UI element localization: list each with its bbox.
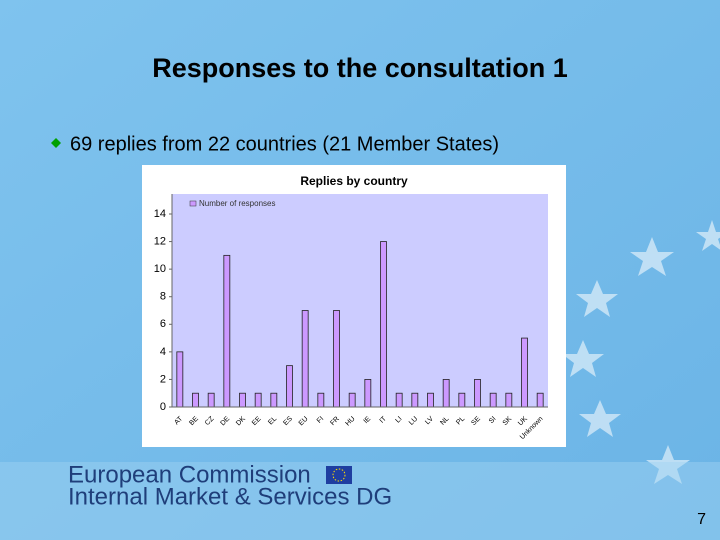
slide-title: Responses to the consultation 1 (152, 53, 568, 83)
x-tick-label: EE (251, 415, 263, 427)
chart-title: Replies by country (300, 174, 408, 188)
bar (380, 241, 387, 408)
x-tick-label: PL (455, 415, 466, 426)
bar (489, 392, 497, 408)
x-tick-label: LI (394, 415, 403, 424)
legend-label: Number of responses (199, 199, 275, 208)
bar (270, 392, 278, 408)
y-tick-label: 14 (154, 208, 166, 220)
bar (223, 254, 231, 408)
y-tick-label: 8 (160, 291, 166, 303)
x-tick-label: NL (439, 415, 450, 426)
eu-flag-stars (332, 468, 346, 482)
chart: Replies by country 0 2 4 6 8 10 12 14 Number of r… (154, 174, 548, 441)
bar (536, 392, 544, 408)
bullet-icon (51, 138, 61, 148)
page-number: 7 (697, 511, 706, 528)
x-tick-label: FR (329, 415, 341, 427)
bar (474, 379, 481, 408)
x-tick-label: LV (424, 415, 435, 426)
bar (442, 379, 450, 408)
y-tick-label: 0 (160, 401, 166, 413)
stars (562, 220, 720, 484)
footer-line2: Internal Market & Services DG (68, 483, 392, 510)
x-tick-label: IT (379, 415, 389, 425)
bar (427, 392, 434, 408)
x-tick-label: SI (488, 415, 498, 425)
y-tick-label: 4 (160, 346, 166, 358)
x-tick-label: LU (408, 415, 419, 426)
bar (286, 365, 293, 408)
bar (458, 392, 466, 408)
bar (521, 337, 528, 408)
legend-swatch (189, 200, 197, 207)
x-tick-label: AT (173, 415, 184, 426)
bar (207, 392, 215, 408)
eu-flag (326, 466, 352, 484)
y-tick-label: 10 (154, 263, 166, 275)
x-tick-label: EU (298, 415, 310, 427)
x-tick-label: IE (363, 415, 373, 425)
bar (333, 310, 340, 408)
bar (395, 392, 403, 408)
footer-band (0, 462, 720, 540)
bar (411, 392, 419, 408)
bar (348, 392, 356, 408)
x-tick-label: BE (188, 415, 200, 427)
bar (192, 392, 199, 408)
bar (301, 310, 309, 408)
plot-area (172, 194, 548, 407)
y-tick-label: 2 (160, 373, 166, 385)
bar (176, 351, 184, 408)
bar (254, 392, 262, 408)
bar (317, 392, 325, 408)
x-tick-label: SK (502, 415, 514, 427)
y-tick-label: 12 (154, 235, 166, 247)
bar (364, 379, 372, 408)
bar (239, 392, 246, 408)
x-tick-label: EL (267, 415, 278, 426)
x-tick-label: SE (470, 415, 482, 427)
bullet-text: 69 replies from 22 countries (21 Member … (70, 133, 499, 155)
y-tick-label: 6 (160, 318, 166, 330)
footer-line1: European Commission (68, 461, 311, 488)
x-tick-label: ES (282, 415, 294, 427)
bar (505, 392, 513, 408)
x-tick-label: FI (316, 415, 325, 424)
